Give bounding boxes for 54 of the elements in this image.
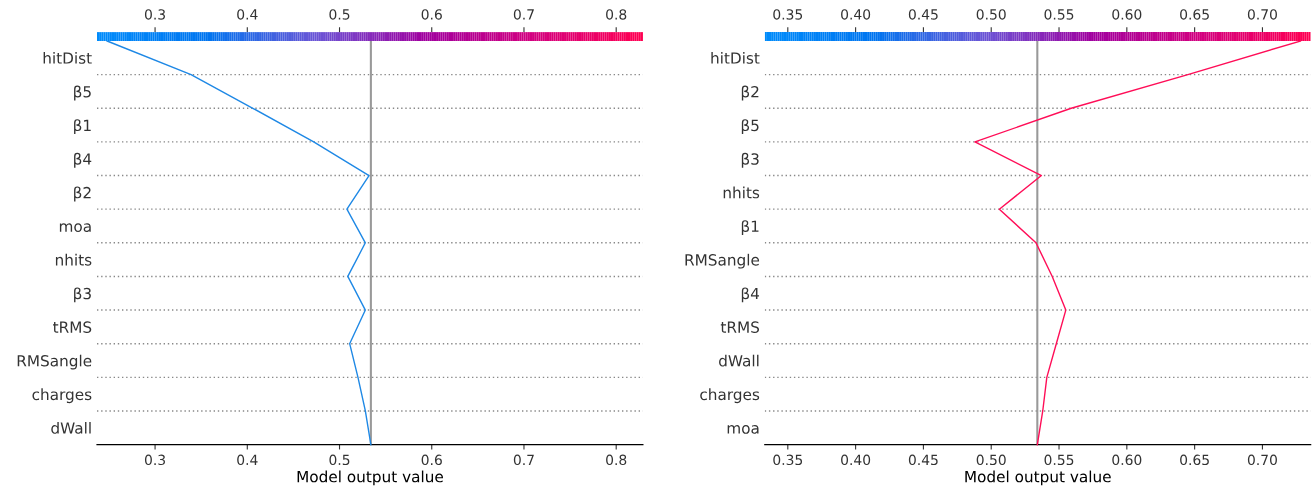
y-tick-label: β2 [741, 85, 759, 101]
x-tick-label: 0.35 [773, 454, 803, 466]
x-tick-label: 0.65 [1180, 454, 1209, 466]
x-axis-title: Model output value [965, 470, 1111, 486]
color-bar-label: 0.50 [976, 9, 1006, 20]
y-tick-label: β2 [74, 186, 91, 202]
x-tick-label: 0.40 [841, 454, 871, 466]
y-tick-label: β5 [741, 119, 759, 135]
color-bar-label: 0.60 [1112, 9, 1142, 20]
x-tick-label: 0.60 [1112, 454, 1142, 466]
x-tick-label: 0.5 [329, 454, 350, 466]
y-tick-label: RMSangle [685, 253, 760, 269]
y-tick-label: β4 [74, 152, 92, 168]
color-bar-label: 0.6 [421, 9, 442, 20]
x-tick-label: 0.50 [976, 454, 1006, 466]
x-tick-label: 0.70 [1247, 454, 1277, 466]
y-tick-label: moa [727, 425, 759, 434]
color-bar-label: 0.4 [237, 9, 258, 20]
color-bar-label: 0.3 [144, 9, 166, 20]
y-tick-label: β1 [741, 220, 759, 236]
y-tick-label: β1 [74, 119, 91, 135]
x-tick-label: 0.6 [421, 454, 442, 466]
color-bar-label: 0.55 [1044, 9, 1074, 20]
y-tick-label: β4 [741, 287, 760, 303]
x-tick-label: 0.4 [237, 454, 258, 466]
y-tick-label: nhits [723, 186, 760, 199]
y-tick-label: charges [700, 388, 760, 404]
x-tick-label: 0.8 [606, 454, 627, 466]
color-bar-label: 0.7 [513, 9, 534, 20]
y-tick-label: β3 [74, 287, 91, 303]
color-bar-label: 0.40 [841, 9, 871, 20]
y-tick-label: hitDist [711, 52, 760, 64]
y-tick-label: charges [32, 388, 92, 404]
x-tick-label: 0.7 [513, 454, 534, 466]
y-tick-label: hitDist [43, 52, 92, 64]
color-bar-label: 0.35 [773, 9, 803, 20]
color-bar-label: 0.5 [329, 9, 350, 20]
y-tick-label: dWall [51, 421, 91, 434]
color-bar-label: 0.65 [1180, 9, 1209, 20]
color-bar-label: 0.70 [1247, 9, 1277, 20]
y-tick-label: β5 [74, 85, 91, 101]
y-tick-label: nhits [55, 253, 92, 266]
color-bar-label: 0.45 [908, 9, 938, 20]
y-tick-label: β3 [741, 152, 759, 168]
x-tick-label: 0.3 [144, 454, 166, 466]
x-axis-title: Model output value [297, 470, 443, 486]
y-tick-label: dWall [719, 354, 759, 367]
x-tick-label: 0.55 [1044, 454, 1074, 466]
y-tick-label: tRMS [53, 321, 92, 333]
color-bar-label: 0.8 [606, 9, 627, 20]
y-tick-label: moa [59, 223, 91, 233]
y-tick-label: tRMS [720, 321, 760, 333]
x-tick-label: 0.45 [908, 454, 938, 466]
y-tick-label: RMSangle [17, 354, 92, 370]
